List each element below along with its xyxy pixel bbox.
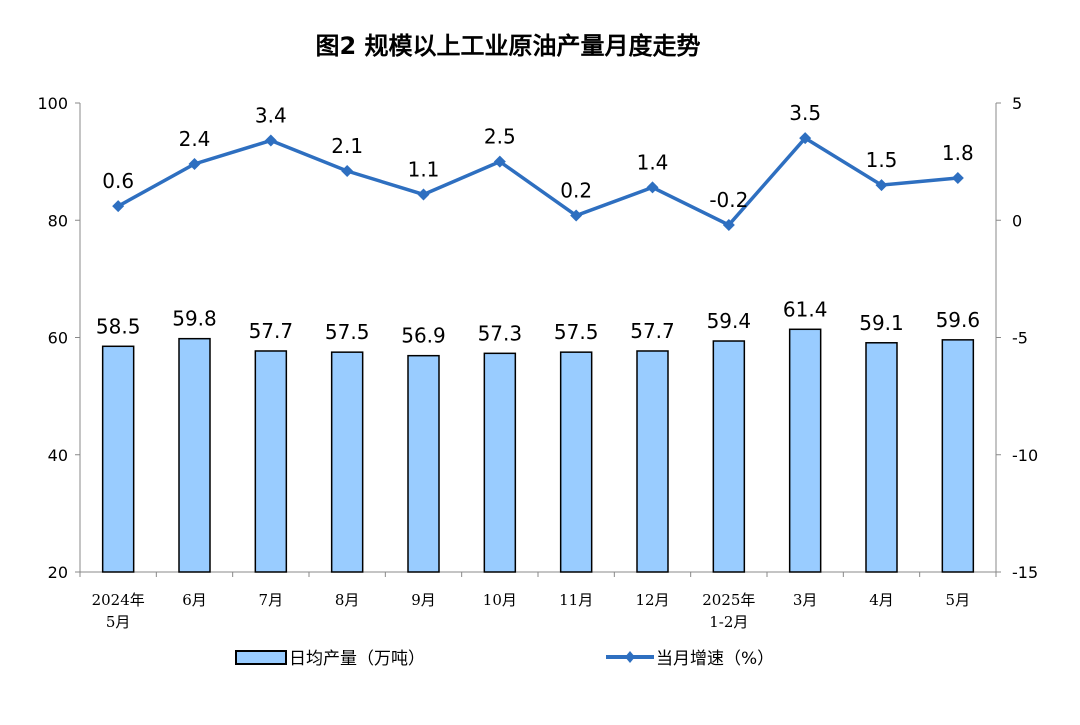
line-marker [722,218,735,231]
line-marker [112,200,125,213]
x-tick-label: 10月 [483,591,517,609]
bar-data-label: 57.3 [478,321,523,345]
axes: 20 40 60 80 100 -15 -10 -5 0 5 2024年 5月 6月 7月 8月 9月 10月 1… [37,94,1038,631]
line-marker [799,132,812,145]
bar-data-label: 59.8 [172,307,217,331]
right-tick-label: -5 [1012,329,1028,348]
x-tick-label: 7月 [259,591,284,609]
x-tick-label: 3月 [793,591,818,609]
bar-data-label: 59.4 [707,309,752,333]
left-tick-label: 40 [48,446,68,465]
left-tick-label: 100 [37,94,68,113]
line-data-label: 0.6 [102,169,134,193]
bar-data-label: 57.7 [630,319,675,343]
bar-data-label: 58.5 [96,314,141,338]
x-tick-label: 9月 [411,591,436,609]
line-marker [417,188,430,201]
bar [178,337,211,573]
line-marker [646,181,659,194]
bar [941,339,975,573]
bar-data-label: 59.1 [859,311,904,335]
line-data-label: 2.4 [179,127,211,151]
bar-data-label: 61.4 [783,297,828,321]
line-data-label: 1.1 [408,157,440,181]
line-data-label: 0.2 [560,179,592,203]
bar [865,342,898,573]
x-tick-label: 2025年 1-2月 [702,591,755,631]
x-tick-label: 2024年 5月 [92,591,145,631]
bar-data-label: 57.7 [249,319,294,343]
legend-bar-swatch [235,650,287,665]
line-marker [570,209,583,222]
right-tick-label: 0 [1012,211,1022,230]
x-tick-label: 12月 [635,591,669,609]
line-marker [493,155,506,168]
right-tick-label: -10 [1012,446,1038,465]
legend-bar-label: 日均产量（万吨） [289,649,425,669]
bar [483,352,517,573]
bar [559,351,593,573]
bar [712,340,746,573]
line-marker [264,134,277,147]
legend-line-label: 当月增速（%） [656,649,774,669]
line-marker [188,157,201,170]
bar-data-label: 57.5 [325,320,370,344]
line-series: 0.6 2.4 3.4 2.1 1.1 2.5 0.2 1.4 -0.2 3.5 1.5 1.8 [102,101,974,231]
bar-data-label: 59.6 [936,308,981,332]
x-tick-label: 5月 [946,591,971,609]
x-tick-label: 11月 [559,591,593,609]
line-marker [951,172,964,185]
chart-title: 图2 规模以上工业原油产量月度走势 [315,32,700,60]
left-tick-label: 60 [48,329,68,348]
x-tick-label: 6月 [182,591,207,609]
left-tick-label: 80 [48,211,68,230]
line-data-label: 1.8 [942,141,974,165]
line-data-label: 3.5 [789,101,821,125]
right-tick-label: -15 [1012,563,1038,582]
legend: 日均产量（万吨） 当月增速（%） [235,649,774,669]
bar [788,328,822,573]
line-data-label: 2.5 [484,125,516,149]
bar-data-label: 57.5 [554,320,599,344]
line-marker [341,165,354,178]
line-data-label: -0.2 [709,188,748,212]
left-tick-label: 20 [48,563,68,582]
line-marker [875,179,888,192]
x-tick-label: 4月 [869,591,894,609]
x-tick-label: 8月 [335,591,360,609]
line-data-label: 2.1 [331,134,363,158]
line-data-label: 1.5 [866,148,898,172]
bar-data-label: 56.9 [401,324,446,348]
line-path [117,135,958,228]
bar [254,350,288,573]
legend-line-marker [625,651,635,663]
bars: 58.5 59.8 57.7 57.5 56.9 57.3 57.5 57.7 59.4 61.4… [96,297,981,573]
bar [407,354,440,573]
line-data-label: 3.4 [255,104,287,128]
bar [330,351,364,573]
line-data-label: 1.4 [637,150,669,174]
bar [101,345,135,573]
right-tick-label: 5 [1012,94,1022,113]
bar [636,350,669,573]
